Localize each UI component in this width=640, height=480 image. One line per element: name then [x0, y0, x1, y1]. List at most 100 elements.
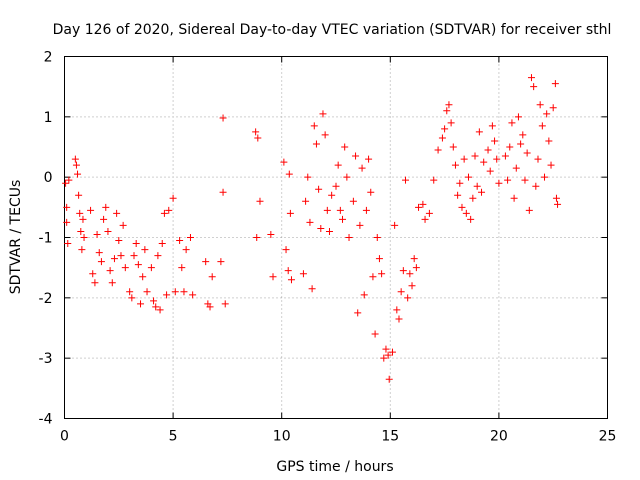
data-point [178, 264, 186, 272]
data-point [286, 209, 294, 217]
data-point [89, 270, 97, 278]
data-point [308, 285, 316, 293]
data-point [221, 300, 229, 308]
data-point [415, 203, 423, 211]
data-point [71, 155, 79, 163]
data-point [302, 197, 310, 205]
data-point [527, 74, 535, 82]
data-point [445, 101, 453, 109]
data-point [284, 267, 292, 275]
data-point [72, 161, 80, 169]
data-point [493, 155, 501, 163]
data-point [78, 246, 86, 254]
data-point [360, 291, 368, 299]
data-point [141, 246, 149, 254]
data-point [508, 119, 516, 127]
data-point [541, 173, 549, 181]
data-point [354, 309, 362, 317]
data-point [115, 237, 123, 245]
x-tick-label: 25 [599, 429, 617, 445]
data-point [62, 179, 70, 187]
data-point [304, 173, 312, 181]
data-point [506, 143, 514, 151]
data-point [380, 354, 388, 362]
data-point [336, 206, 344, 214]
data-point [76, 209, 84, 217]
data-point [462, 209, 470, 217]
data-point [152, 303, 160, 311]
data-point [391, 221, 399, 229]
data-point [158, 240, 166, 248]
plot-frame [64, 56, 608, 419]
data-point [421, 215, 429, 223]
data-point [501, 152, 509, 160]
data-point [319, 110, 327, 118]
data-point [395, 315, 403, 323]
x-tick-label: 10 [273, 429, 291, 445]
data-point [523, 149, 531, 157]
data-point [156, 306, 164, 314]
data-point [543, 110, 551, 118]
data-point [206, 303, 214, 311]
data-point [425, 209, 433, 217]
data-point [126, 288, 134, 296]
data-point [189, 291, 197, 299]
data-point [369, 273, 377, 281]
data-point [137, 300, 145, 308]
data-point [408, 282, 416, 290]
data-point [169, 194, 177, 202]
data-point [514, 113, 522, 121]
data-point [147, 264, 155, 272]
data-point [469, 194, 477, 202]
data-point [441, 125, 449, 133]
data-point [328, 191, 336, 199]
data-point [460, 155, 468, 163]
data-point [397, 288, 405, 296]
data-point [121, 264, 129, 272]
data-point [373, 234, 381, 241]
data-point [341, 143, 349, 151]
data-point [310, 122, 318, 130]
data-point [80, 234, 88, 241]
data-point [451, 161, 459, 169]
data-point [104, 227, 112, 235]
data-point [269, 273, 277, 281]
data-point [102, 203, 110, 211]
data-point [321, 131, 329, 139]
y-axis-label: SDTVAR / TECUs [8, 180, 24, 295]
grid [64, 56, 608, 419]
data-point [134, 261, 142, 269]
data-point [256, 197, 264, 205]
data-point [382, 345, 390, 353]
y-tick-label: 2 [44, 50, 53, 66]
data-point [75, 191, 83, 199]
data-point [306, 218, 314, 226]
data-point [63, 218, 71, 226]
data-point [486, 167, 494, 175]
data-point [475, 128, 483, 136]
data-point [478, 188, 486, 196]
data-points [62, 74, 562, 383]
data-point [186, 234, 194, 241]
data-point [547, 161, 555, 169]
data-point [217, 258, 225, 266]
data-point [130, 252, 138, 260]
data-point [312, 140, 320, 148]
data-point [534, 155, 542, 163]
data-point [77, 227, 85, 235]
data-point [388, 348, 396, 356]
data-point [315, 185, 323, 193]
data-point [358, 164, 366, 172]
data-point [434, 146, 442, 154]
data-point [97, 258, 105, 266]
data-point [517, 140, 525, 148]
data-point [456, 179, 464, 187]
data-point [510, 194, 518, 202]
data-point [182, 246, 190, 254]
data-point [208, 273, 216, 281]
data-point [412, 264, 420, 272]
data-point [282, 246, 290, 254]
data-point [371, 330, 379, 338]
data-point [375, 255, 383, 263]
x-tick-label: 0 [60, 429, 69, 445]
